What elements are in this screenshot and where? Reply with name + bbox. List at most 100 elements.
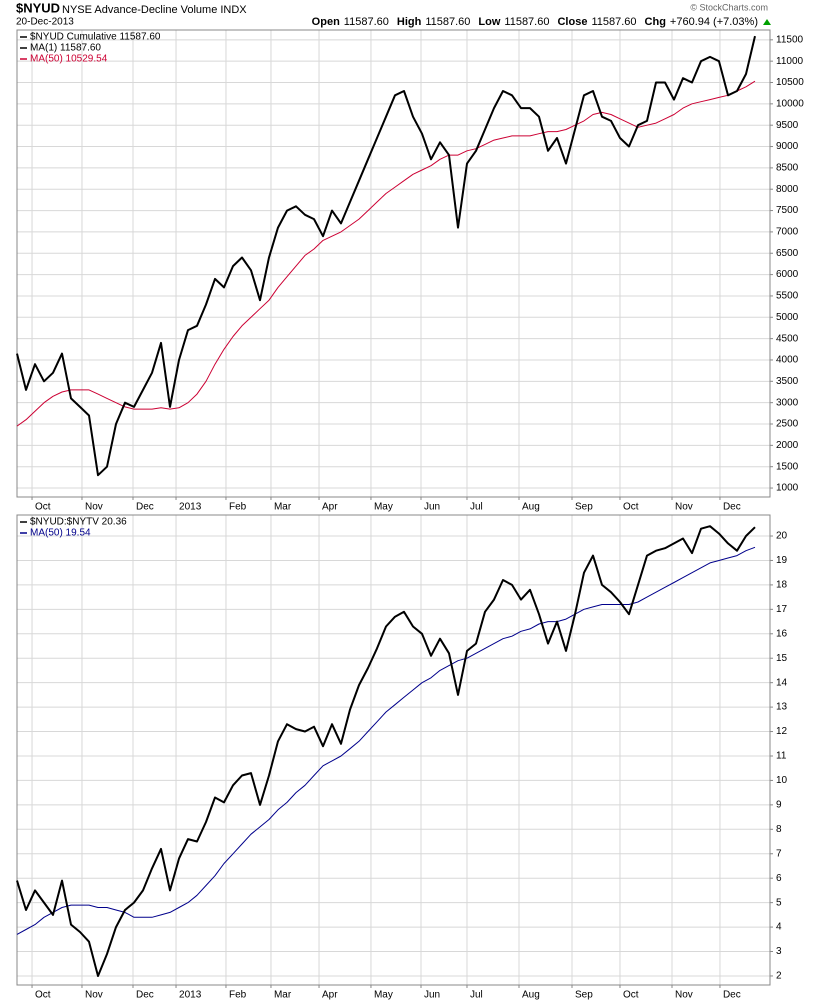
y-tick-label: 5000	[776, 312, 799, 323]
y-tick-label: 2000	[776, 440, 799, 451]
legend-label: MA(50) 19.54	[30, 528, 91, 539]
quote-label: Open	[312, 16, 340, 28]
y-tick-label: 15	[776, 653, 788, 664]
date: 20-Dec-2013	[16, 17, 74, 28]
y-tick-label: 7000	[776, 227, 799, 238]
series-line	[16, 35, 756, 477]
quote-label: Close	[557, 16, 587, 28]
x-tick-label: Dec	[136, 990, 154, 1000]
x-tick-label: Jun	[424, 990, 440, 1000]
x-tick-label: Mar	[274, 502, 292, 513]
y-tick-label: 11500	[776, 34, 804, 45]
y-tick-label: 14	[776, 677, 788, 688]
x-tick-label: Sep	[575, 990, 593, 1000]
y-tick-label: 8500	[776, 163, 799, 174]
x-tick-label: Aug	[522, 502, 540, 513]
y-tick-label: 19	[776, 555, 788, 566]
y-tick-label: 9	[776, 800, 782, 811]
y-tick-label: 5	[776, 897, 782, 908]
x-tick-label: Oct	[623, 502, 639, 513]
quote-label: Low	[478, 16, 500, 28]
y-tick-label: 9000	[776, 141, 799, 152]
x-tick-label: Oct	[35, 502, 51, 513]
y-tick-label: 9500	[776, 120, 799, 131]
quote-value: 11587.60	[344, 16, 389, 28]
x-tick-label: 2013	[179, 990, 202, 1000]
y-tick-label: 10000	[776, 98, 804, 109]
x-tick-label: Nov	[675, 502, 693, 513]
y-tick-label: 18	[776, 580, 788, 591]
x-tick-label: Apr	[322, 990, 338, 1000]
y-tick-label: 1500	[776, 461, 799, 472]
y-tick-label: 3500	[776, 376, 799, 387]
y-tick-label: 8000	[776, 184, 799, 195]
x-tick-label: Jun	[424, 502, 440, 513]
copyright: © StockCharts.com	[690, 2, 768, 12]
quote: Open 11587.60 High 11587.60 Low 11587.60 Close…	[312, 16, 758, 28]
y-tick-label: 4000	[776, 355, 799, 366]
y-tick-label: 4	[776, 922, 782, 933]
x-tick-label: May	[374, 502, 393, 513]
y-tick-label: 6000	[776, 269, 799, 280]
legend-label: $NYUD Cumulative 11587.60	[30, 32, 161, 43]
y-tick-label: 5500	[776, 291, 799, 302]
y-tick-label: 6500	[776, 248, 799, 259]
quote-value: 11587.60	[504, 16, 549, 28]
y-tick-label: 17	[776, 604, 788, 615]
y-tick-label: 20	[776, 531, 788, 542]
y-tick-label: 7	[776, 848, 782, 859]
quote-value: +760.94 (+7.03%)	[670, 16, 758, 28]
y-tick-label: 6	[776, 873, 782, 884]
y-tick-label: 4500	[776, 333, 799, 344]
x-tick-label: 2013	[179, 502, 202, 513]
x-tick-label: Dec	[136, 502, 154, 513]
up-arrow	[763, 19, 771, 25]
x-tick-label: Aug	[522, 990, 540, 1000]
quote-value: 11587.60	[591, 16, 636, 28]
x-tick-label: Jul	[470, 502, 483, 513]
y-tick-label: 10	[776, 775, 788, 786]
x-tick-label: Apr	[322, 502, 338, 513]
x-tick-label: Nov	[675, 990, 693, 1000]
x-tick-label: Mar	[274, 990, 292, 1000]
symbol: $NYUD	[16, 0, 60, 15]
legend-label: MA(1) 11587.60	[30, 43, 101, 54]
series-line	[16, 80, 756, 427]
panel-frame	[16, 29, 771, 498]
legend-label: $NYUD:$NYTV 20.36	[30, 517, 127, 528]
x-tick-label: Dec	[723, 502, 741, 513]
panel-frame	[16, 514, 771, 986]
x-tick-label: Feb	[229, 990, 247, 1000]
y-tick-label: 2500	[776, 419, 799, 430]
panel-bg	[17, 30, 770, 497]
y-tick-label: 7500	[776, 205, 799, 216]
quote-label: High	[397, 16, 422, 28]
y-tick-label: 2	[776, 971, 782, 982]
quote-value: 11587.60	[425, 16, 470, 28]
x-tick-label: Sep	[575, 502, 593, 513]
y-tick-label: 11	[776, 751, 787, 762]
quote-label: Chg	[645, 16, 666, 28]
x-tick-label: May	[374, 990, 393, 1000]
y-tick-label: 16	[776, 628, 788, 639]
y-tick-label: 13	[776, 702, 788, 713]
index-name: NYSE Advance-Decline Volume INDX	[62, 4, 247, 16]
y-tick-label: 10500	[776, 77, 804, 88]
legend-label: MA(50) 10529.54	[30, 54, 108, 65]
x-tick-label: Oct	[623, 990, 639, 1000]
x-tick-label: Dec	[723, 990, 741, 1000]
y-tick-label: 1000	[776, 483, 799, 494]
y-tick-label: 11000	[776, 56, 804, 67]
y-tick-label: 3	[776, 946, 782, 957]
y-tick-label: 8	[776, 824, 782, 835]
x-tick-label: Feb	[229, 502, 247, 513]
series-line	[16, 525, 756, 977]
x-tick-label: Nov	[85, 502, 103, 513]
x-tick-label: Oct	[35, 990, 51, 1000]
panel-bg	[17, 515, 770, 985]
y-tick-label: 3000	[776, 397, 799, 408]
x-tick-label: Jul	[470, 990, 483, 1000]
y-tick-label: 12	[776, 726, 788, 737]
x-tick-label: Nov	[85, 990, 103, 1000]
